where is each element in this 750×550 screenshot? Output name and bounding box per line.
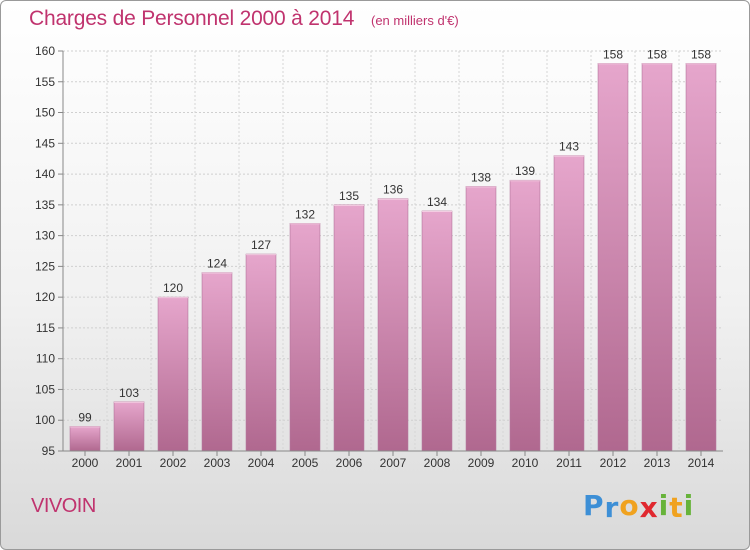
labels: 95 100 105 110 115 120 125 130 135 140 145 150 155 16…	[35, 44, 715, 470]
x-tick-label: 2000	[72, 456, 99, 470]
logo-letter: i	[683, 489, 695, 522]
data-label: 103	[119, 386, 139, 400]
logo-letter: x	[639, 491, 659, 524]
x-tick-label: 2008	[424, 456, 451, 470]
data-label: 127	[251, 238, 271, 252]
y-tick-label: 125	[35, 259, 55, 273]
chart-title: Charges de Personnel 2000 à 2014	[29, 7, 355, 30]
x-tick-label: 2001	[116, 456, 143, 470]
bar	[597, 63, 629, 452]
data-label: 134	[427, 195, 447, 209]
x-tick-label: 2014	[688, 456, 715, 470]
data-label: 143	[559, 140, 579, 154]
logo-letter: P	[583, 489, 605, 522]
x-tick-label: 2013	[644, 456, 671, 470]
data-label: 135	[339, 189, 359, 203]
y-tick-label: 105	[35, 382, 55, 396]
unit-note: (en milliers d'€)	[371, 13, 459, 28]
y-tick-label: 145	[35, 136, 55, 150]
bar	[333, 204, 365, 452]
bar	[641, 63, 673, 452]
x-tick-label: 2005	[292, 456, 319, 470]
y-tick-label: 140	[35, 167, 55, 181]
data-label: 158	[691, 47, 711, 61]
data-label: 158	[647, 47, 667, 61]
y-tick-label: 150	[35, 106, 55, 120]
bar	[69, 426, 101, 452]
x-tick-label: 2002	[160, 456, 187, 470]
bar	[685, 63, 717, 452]
bar	[201, 272, 233, 452]
y-tick-label: 110	[36, 352, 55, 366]
y-tick-label: 120	[35, 290, 55, 304]
x-tick-label: 2011	[556, 456, 582, 470]
bar	[465, 186, 497, 452]
x-tick-label: 2009	[468, 456, 495, 470]
data-label: 138	[471, 170, 491, 184]
bar	[157, 296, 189, 452]
bar	[509, 179, 541, 452]
x-tick-label: 2010	[512, 456, 539, 470]
x-tick-label: 2004	[248, 456, 275, 470]
y-tick-label: 100	[35, 413, 55, 427]
proxiti-logo: Proxiti	[583, 489, 695, 524]
x-tick-label: 2006	[336, 456, 363, 470]
data-label: 136	[383, 183, 403, 197]
data-label: 158	[603, 47, 623, 61]
y-tick-label: 130	[35, 229, 55, 243]
data-label: 124	[207, 257, 227, 271]
bar	[377, 198, 409, 452]
data-label: 99	[78, 410, 92, 424]
bar	[421, 210, 453, 452]
logo-letter: t	[669, 491, 684, 524]
y-tick-label: 95	[42, 444, 56, 458]
logo-letter: o	[619, 489, 640, 522]
y-tick-label: 115	[36, 321, 55, 335]
place-name: VIVOIN	[31, 495, 96, 517]
bar	[245, 253, 277, 452]
data-label: 139	[515, 164, 535, 178]
y-tick-label: 155	[35, 75, 55, 89]
bar	[113, 401, 145, 452]
x-tick-label: 2003	[204, 456, 231, 470]
bars	[69, 63, 717, 452]
x-tick-label: 2012	[600, 456, 627, 470]
data-label: 120	[163, 281, 183, 295]
y-tick-label: 160	[35, 44, 55, 58]
logo-letter: r	[604, 491, 620, 524]
bar	[553, 155, 585, 452]
axes	[58, 50, 723, 456]
x-tick-label: 2007	[380, 456, 407, 470]
logo-letter: i	[658, 489, 670, 522]
bar	[289, 223, 321, 452]
data-label: 132	[295, 207, 315, 221]
y-tick-label: 135	[35, 198, 55, 212]
